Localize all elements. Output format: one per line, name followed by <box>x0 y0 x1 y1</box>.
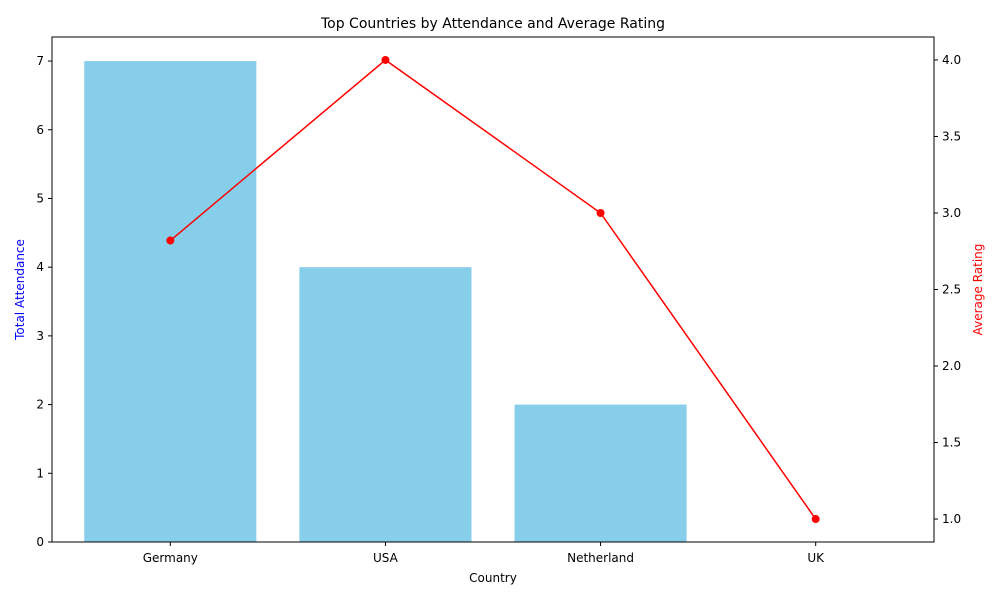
bar-germany <box>84 61 257 543</box>
x-tick-label: Germany <box>143 551 198 565</box>
y-left-tick-label: 7 <box>36 54 44 68</box>
y-left-tick-label: 5 <box>36 191 44 205</box>
y-left-tick-label: 4 <box>36 260 44 274</box>
x-tick-label: USA <box>373 551 399 565</box>
y-right-tick-label: 3.5 <box>942 129 961 143</box>
y-axis-right-label: Average Rating <box>971 244 985 336</box>
bar-usa <box>299 267 472 542</box>
y-axis-left: 0 1 2 3 4 5 6 7 <box>36 54 52 549</box>
x-axis-label: Country <box>469 571 517 585</box>
y-right-tick-label: 4.0 <box>942 53 961 67</box>
x-tick-label: Netherland <box>567 551 634 565</box>
y-left-tick-label: 2 <box>36 398 44 412</box>
y-left-tick-label: 6 <box>36 123 44 137</box>
y-right-tick-label: 2.0 <box>942 359 961 373</box>
rating-point-usa <box>381 55 390 64</box>
y-right-tick-label: 1.5 <box>942 436 961 450</box>
x-tick-label: UK <box>807 551 825 565</box>
y-axis-right: 1.0 1.5 2.0 2.5 3.0 3.5 4.0 <box>934 53 961 526</box>
rating-point-germany <box>166 236 175 245</box>
bar-netherland <box>514 404 687 542</box>
rating-point-netherland <box>596 208 605 217</box>
line-series <box>166 55 820 524</box>
x-axis: Germany USA Netherland UK <box>143 542 825 565</box>
bar-series <box>84 61 687 543</box>
y-right-tick-label: 3.0 <box>942 206 961 220</box>
y-left-tick-label: 0 <box>36 535 44 549</box>
y-right-tick-label: 2.5 <box>942 283 961 297</box>
y-right-tick-label: 1.0 <box>942 512 961 526</box>
y-axis-left-label: Total Attendance <box>13 239 27 341</box>
y-left-tick-label: 1 <box>36 466 44 480</box>
chart-title: Top Countries by Attendance and Average … <box>320 16 665 32</box>
rating-line <box>169 59 817 520</box>
y-left-tick-label: 3 <box>36 329 44 343</box>
rating-point-uk <box>811 515 820 524</box>
